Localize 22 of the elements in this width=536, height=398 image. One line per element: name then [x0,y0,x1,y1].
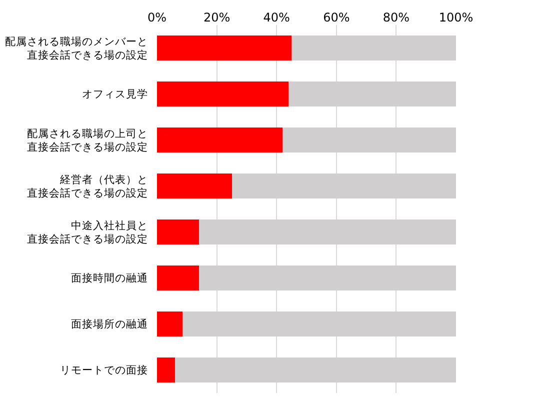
x-tick-label: 20% [203,10,230,25]
bar [157,81,289,107]
y-tick-label: オフィス見学 [82,88,148,101]
x-tick-label: 60% [323,10,350,25]
bar [157,219,199,245]
bar [157,35,292,61]
x-tick-label: 0% [147,10,167,25]
x-tick-label: 40% [263,10,290,25]
y-tick-label: 経営者（代表）と直接会話できる場の設定 [27,172,148,200]
y-tick-label: 配属される職場の上司と直接会話できる場の設定 [27,126,148,154]
x-tick-label: 100% [438,10,474,25]
bar [157,173,232,199]
y-tick-label: リモートでの面接 [60,364,148,377]
bar [157,357,175,383]
bar [157,265,199,291]
y-tick-label: 面接時間の融通 [71,272,148,285]
y-tick-label: 中途入社社員と直接会話できる場の設定 [27,218,148,246]
x-tick-label: 80% [382,10,410,25]
y-tick-label: 配属される職場のメンバーと直接会話できる場の設定 [5,34,148,62]
y-tick-label: 面接場所の融通 [71,318,148,331]
bar [157,127,283,153]
bar [157,311,182,337]
